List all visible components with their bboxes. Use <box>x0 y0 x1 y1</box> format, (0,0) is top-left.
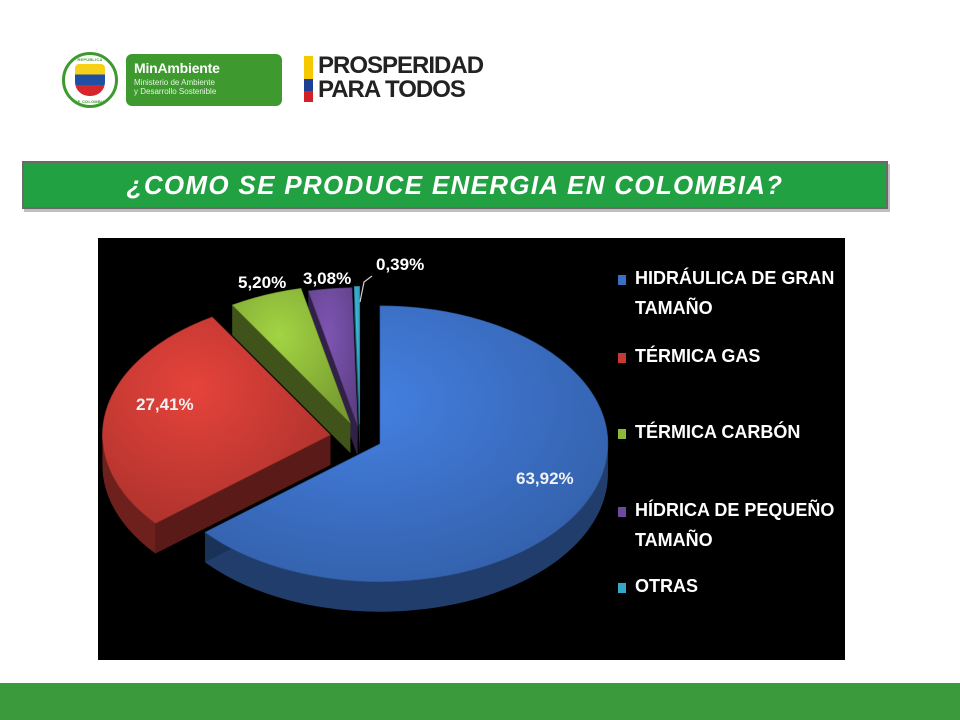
ministry-badge: MinAmbiente Ministerio de Ambiente y Des… <box>126 54 282 106</box>
legend-swatch-5 <box>618 583 626 593</box>
pie-slice-wall <box>204 443 608 612</box>
ministry-subtitle-line-2: y Desarrollo Sostenible <box>134 87 217 96</box>
data-label-2: 27,41% <box>136 395 194 414</box>
slogan-line-1: PROSPERIDAD <box>318 52 484 79</box>
legend-label-5: OTRAS <box>635 576 698 596</box>
data-label-3: 5,20% <box>238 273 286 292</box>
data-label-5: 0,39% <box>376 255 424 274</box>
legend-swatch-2 <box>618 353 626 363</box>
colombia-flag-icon <box>304 56 313 102</box>
energy-pie-chart: 63,92% 27,41% 5,20% 3,08% 0,39% HIDRÁULICA D… <box>98 238 845 660</box>
coat-of-arms-icon <box>75 64 105 96</box>
pie-slice-4 <box>307 287 358 426</box>
pie-slice-2 <box>102 316 331 524</box>
legend-label-1: TAMAÑO <box>635 297 713 318</box>
leader-line <box>359 275 373 303</box>
data-label-4: 3,08% <box>303 269 351 288</box>
legend-label-4: HÍDRICA DE PEQUEÑO <box>635 499 834 520</box>
legend-label-4: TAMAÑO <box>635 529 713 550</box>
minambiente-logo: REPÚBLICA DE COLOMBIA MinAmbiente Minist… <box>62 52 284 108</box>
ministry-subtitle-line-1: Ministerio de Ambiente <box>134 78 215 87</box>
title-banner: ¿COMO SE PRODUCE ENERGIA EN COLOMBIA? <box>22 161 888 209</box>
legend-label-2: TÉRMICA GAS <box>635 345 760 366</box>
pie-slice-1 <box>204 305 609 583</box>
colombia-seal-icon: REPÚBLICA DE COLOMBIA <box>62 52 118 108</box>
pie-slice-cut-face <box>232 305 351 454</box>
slogan-text: PROSPERIDAD PARA TODOS <box>318 52 484 103</box>
legend-label-3: TÉRMICA CARBÓN <box>635 421 800 442</box>
footer-bar <box>0 683 960 720</box>
pie-chart-canvas: 63,92% 27,41% 5,20% 3,08% 0,39% HIDRÁULICA D… <box>102 255 834 612</box>
data-label-1: 63,92% <box>516 469 574 488</box>
slide-title: ¿COMO SE PRODUCE ENERGIA EN COLOMBIA? <box>126 169 784 200</box>
pie-labels: 63,92% 27,41% 5,20% 3,08% 0,39% <box>136 255 574 488</box>
pie-legend: HIDRÁULICA DE GRAN TAMAÑO TÉRMICA GAS TÉRMI… <box>618 267 834 596</box>
pie-slice-cut-face <box>354 286 360 455</box>
pie-slice-5 <box>353 286 361 425</box>
ministry-name: MinAmbiente <box>134 60 220 76</box>
legend-swatch-4 <box>618 507 626 517</box>
pie-tops <box>102 286 609 583</box>
legend-label-1: HIDRÁULICA DE GRAN <box>635 267 834 288</box>
pie-slice-wall <box>102 434 156 554</box>
legend-swatch-1 <box>618 275 626 285</box>
legend-swatch-3 <box>618 429 626 439</box>
pie-slice-3 <box>231 287 351 424</box>
pie-slice-cut-face <box>155 434 331 554</box>
slogan-line-2: PARA TODOS <box>318 76 466 103</box>
ministry-subtitle: Ministerio de Ambiente y Desarrollo Sost… <box>134 78 274 96</box>
seal-text-bottom: DE COLOMBIA <box>74 99 106 104</box>
prosperidad-logo: PROSPERIDAD PARA TODOS <box>304 54 504 106</box>
seal-text-top: REPÚBLICA <box>77 57 103 62</box>
